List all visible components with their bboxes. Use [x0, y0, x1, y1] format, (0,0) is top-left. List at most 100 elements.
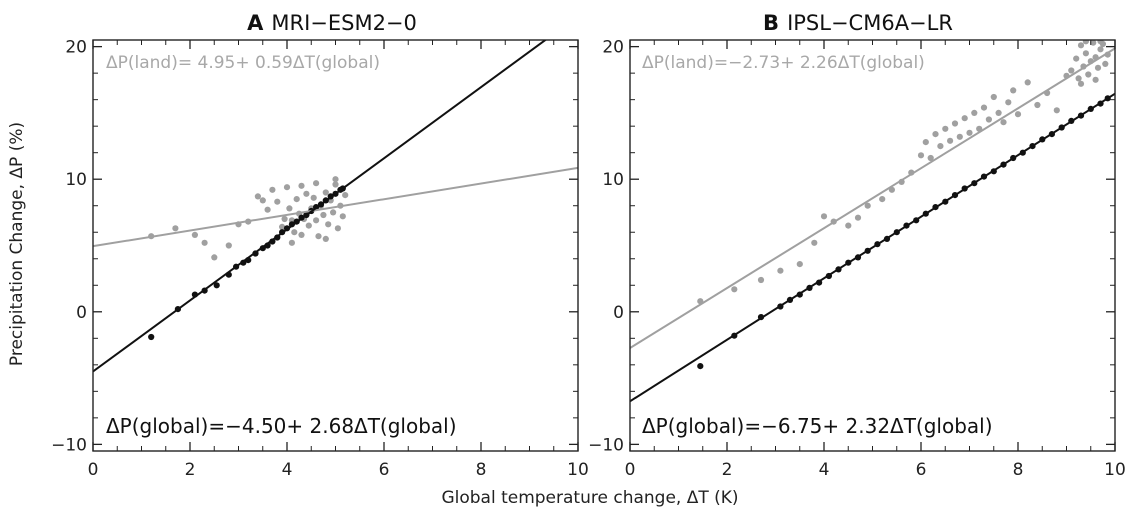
panel-a-land-point	[322, 235, 329, 242]
panel-a-frame	[92, 39, 579, 452]
panel-b-y-tick-label: 10	[602, 170, 624, 190]
panel-a-land-point	[310, 194, 317, 201]
panel-a-global-equation: ΔP(global)=−4.50+ 2.68ΔT(global)	[106, 414, 457, 438]
panel-a-land-point	[334, 225, 341, 232]
panel-a-land-point	[201, 239, 208, 246]
panel-a-land-point	[342, 192, 349, 199]
panel-b-title: B IPSL−CM6A−LR	[763, 11, 953, 35]
panel-b-global-point	[697, 363, 704, 370]
panel-b-land-point	[1077, 80, 1085, 87]
panel-a-land-point	[225, 242, 232, 249]
panel-b-land-point	[956, 133, 963, 140]
panel-b-label: B	[763, 11, 779, 35]
panel-b-land-point	[1092, 76, 1099, 83]
panel-a-land-point	[283, 184, 291, 191]
panel-b-land-point	[937, 143, 944, 150]
panel-a-land-point	[322, 189, 329, 196]
panel-b-land-point	[1034, 101, 1041, 109]
panel-b-land-point	[845, 222, 852, 229]
panel-b-land-point	[1068, 67, 1075, 74]
panel-a-y-tick-label: 0	[76, 303, 87, 323]
panel-b-land-point	[820, 213, 828, 220]
panel-a-land-point	[330, 209, 337, 216]
panel-b-land-point	[1073, 55, 1080, 62]
panel-b-y-tick-label: −10	[588, 435, 624, 455]
panel-b-land-point	[777, 267, 784, 274]
panel-b-x-tick-label: 6	[916, 460, 927, 480]
panel-b-x-tick-label: 8	[1013, 460, 1024, 480]
panel-a-land-point	[254, 193, 261, 200]
panel-b-land-point	[1077, 42, 1085, 49]
panel-a-land-point	[332, 181, 339, 188]
panel-b-land-point	[922, 139, 929, 146]
panel-a-land-point	[274, 198, 281, 205]
panel-a-land-point	[339, 213, 346, 220]
panel-b-y-tick-label: 20	[602, 38, 624, 58]
panel-b-y-tick-label: 0	[613, 303, 624, 323]
panel-a-global-point	[213, 282, 220, 289]
panel-a-land-point	[293, 196, 300, 203]
panel-b-land-point	[932, 131, 939, 138]
panel-a-land-point	[259, 197, 266, 204]
panel-a-land-point	[298, 182, 305, 189]
panel-b-land-point	[942, 125, 949, 132]
panel-b-land-point	[961, 115, 968, 122]
panel-a-land-equation: ΔP(land)= 4.95+ 0.59ΔT(global)	[106, 53, 380, 73]
panel-a-land-point	[281, 215, 288, 223]
panel-b-land-fit-line	[630, 47, 1115, 349]
panel-a-land-point	[279, 223, 286, 230]
panel-a-land-point	[320, 211, 327, 219]
panel-a-land-point	[286, 205, 293, 212]
panel-b-land-point	[1097, 46, 1104, 53]
panel-a-x-tick-label: 2	[185, 460, 196, 480]
panel-a-land-point	[191, 231, 198, 238]
panel-a-land-point	[303, 190, 310, 197]
panel-b-land-point	[731, 286, 738, 293]
panel-b-land-point	[917, 152, 925, 159]
panel-a-x-tick-label: 8	[476, 460, 487, 480]
panel-a-x-tick-label: 10	[567, 460, 589, 480]
panel-b-land-point	[1024, 79, 1031, 86]
panel-a-y-tick-label: 10	[65, 170, 87, 190]
panel-a-land-fit-line	[93, 166, 578, 248]
panel-b-land-point	[757, 276, 765, 284]
panel-b-land-point	[1014, 111, 1022, 118]
panel-b-land-point	[985, 116, 993, 123]
panel-a-model-name: MRI−ESM2−0	[271, 11, 417, 35]
panel-b-land-point	[1097, 40, 1104, 45]
panel-b-land-point	[1082, 50, 1089, 57]
panel-a-land-point	[211, 254, 218, 261]
panel-a-land-point	[305, 222, 312, 229]
panel-a-y-tick-label: −10	[51, 435, 87, 455]
panel-a-x-tick-label: 0	[88, 460, 99, 480]
panel-b-land-point	[1085, 71, 1092, 78]
panel-a-land-point	[298, 231, 305, 238]
panel-b-land-point	[1094, 64, 1102, 71]
panel-b-global-equation: ΔP(global)=−6.75+ 2.32ΔT(global)	[642, 414, 993, 438]
panel-b-land-point	[1053, 107, 1060, 114]
panel-b-land-point	[811, 239, 818, 246]
panel-b-land-point	[1010, 87, 1017, 94]
panel-b-global-fit-line	[630, 92, 1115, 403]
panel-b-land-point	[990, 93, 997, 101]
panel-a-x-tick-label: 6	[379, 460, 390, 480]
panel-a-land-point	[264, 206, 271, 213]
panel-b-x-tick-label: 4	[819, 460, 830, 480]
panel-b-x-tick-label: 10	[1104, 460, 1126, 480]
panel-b-land-equation: ΔP(land)=−2.73+ 2.26ΔT(global)	[642, 53, 925, 73]
panel-a-land-point	[325, 221, 332, 228]
panel-a-title: A MRI−ESM2−0	[247, 11, 417, 35]
panel-b-land-point	[1000, 119, 1007, 126]
panel-a-land-point	[313, 217, 320, 224]
panel-a-land-point	[269, 186, 276, 193]
panel-a-land-point	[332, 176, 339, 183]
panel-a-data	[93, 40, 578, 373]
panel-b-land-point	[796, 261, 803, 268]
panel-a-land-point	[315, 233, 322, 240]
panel-b-x-tick-label: 2	[722, 460, 733, 480]
panel-b-land-point	[980, 104, 988, 111]
